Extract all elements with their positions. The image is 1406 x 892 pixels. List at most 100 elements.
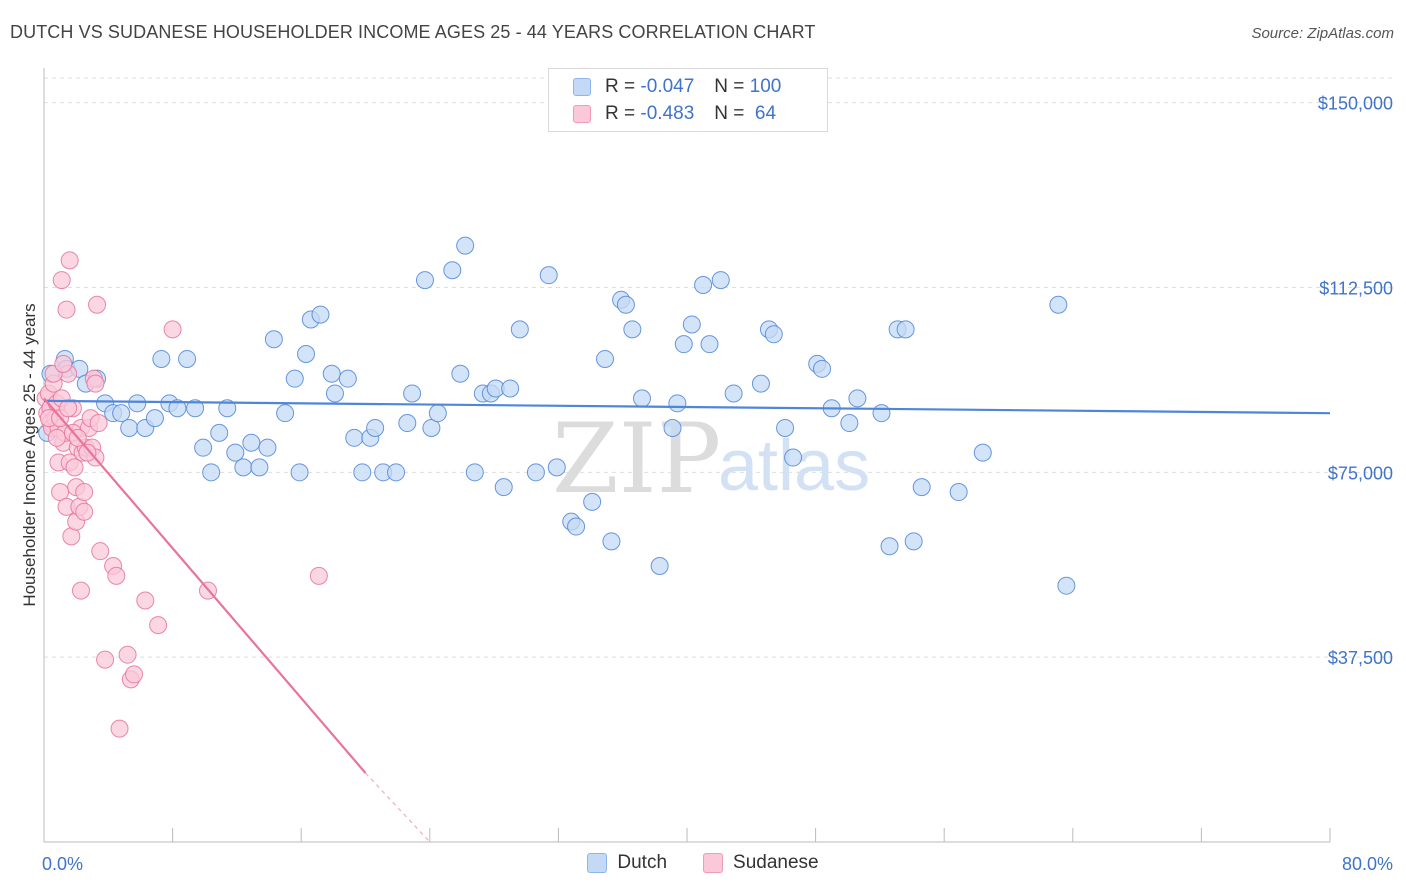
dutch-point: [751, 374, 770, 393]
sudanese-swatch: [573, 105, 591, 123]
dutch-point: [218, 399, 237, 418]
dutch-point: [602, 532, 621, 551]
dutch-point: [616, 295, 635, 314]
legend-n-value: 100: [749, 76, 782, 97]
sudanese-point: [86, 374, 105, 393]
y-tick-label: $112,500: [1319, 278, 1393, 298]
dutch-point: [234, 458, 253, 477]
dutch-point: [325, 384, 344, 403]
dutch-point: [194, 438, 213, 457]
dutch-point: [682, 315, 701, 334]
sudanese-point: [78, 443, 97, 462]
dutch-point: [297, 345, 316, 364]
dutch-point: [242, 433, 261, 452]
dutch-point: [510, 320, 529, 339]
dutch-point: [904, 532, 923, 551]
dutch-point: [276, 404, 295, 423]
source-label: Source: ZipAtlas.com: [1251, 25, 1394, 42]
sudanese-point: [125, 665, 144, 684]
dutch-point: [210, 423, 229, 442]
dutch-point: [694, 276, 713, 295]
dutch-point: [387, 463, 406, 482]
dutch-point: [443, 261, 462, 280]
dutch-point: [813, 359, 832, 378]
dutch-point: [202, 463, 221, 482]
dutch-point: [650, 556, 669, 575]
dutch-legend-swatch: [587, 853, 608, 873]
legend-n-value: 64: [749, 103, 777, 124]
dutch-point: [632, 389, 651, 408]
sudanese-point: [149, 616, 168, 635]
dutch-point: [663, 418, 682, 437]
dutch-point: [880, 537, 899, 556]
grid-lines: [44, 77, 1394, 658]
legend-item-dutch[interactable]: Dutch: [587, 852, 667, 874]
dutch-point: [896, 320, 915, 339]
dutch-point: [764, 325, 783, 344]
dutch-point: [949, 483, 968, 502]
sudanese-point: [75, 483, 94, 502]
dutch-point: [145, 409, 164, 428]
y-tick-label: $37,500: [1328, 648, 1393, 668]
correlation-legend: R = -0.047 N = 100 R = -0.483 N = 64: [548, 68, 828, 132]
dutch-point: [322, 364, 341, 383]
trend-lines: [43, 397, 1331, 843]
dutch-point: [912, 478, 931, 497]
sudanese-point: [57, 300, 76, 319]
legend-n-label: N =: [714, 76, 745, 97]
dutch-point: [494, 478, 513, 497]
sudanese-point: [136, 591, 155, 610]
dutch-point: [451, 364, 470, 383]
dutch-point: [285, 369, 304, 388]
dutch-point: [700, 335, 719, 354]
dutch-point: [724, 384, 743, 403]
sudanese-point: [88, 295, 107, 314]
sudanese-point: [163, 320, 182, 339]
dutch-point: [840, 414, 859, 433]
dutch-point: [668, 394, 687, 413]
series-legend: Dutch Sudanese: [0, 852, 1406, 874]
y-axis-label: Householder Income Ages 25 - 44 years: [20, 303, 39, 606]
y-tick-label: $75,000: [1328, 463, 1393, 483]
legend-r-label: R =: [605, 76, 636, 97]
dutch-point: [973, 443, 992, 462]
x-tick-label: 0.0%: [42, 854, 83, 874]
chart-title: DUTCH VS SUDANESE HOUSEHOLDER INCOME AGE…: [10, 22, 816, 42]
dutch-point: [128, 394, 147, 413]
dutch-point: [250, 458, 269, 477]
sudanese-point: [52, 271, 71, 290]
dutch-point: [501, 379, 520, 398]
dutch-point: [398, 414, 417, 433]
dutch-point: [526, 463, 545, 482]
dutch-point: [784, 448, 803, 467]
dutch-point: [186, 399, 205, 418]
axes: [43, 68, 1331, 843]
dutch-point: [428, 404, 447, 423]
dutch-point: [674, 335, 693, 354]
x-tick-label: 80.0%: [1342, 854, 1393, 874]
dutch-point: [1049, 295, 1068, 314]
sudanese-point: [107, 566, 126, 585]
sudanese-point: [60, 251, 79, 270]
sudanese-point: [89, 414, 108, 433]
sudanese-point: [309, 566, 328, 585]
dutch-point: [465, 463, 484, 482]
dutch-point: [567, 517, 586, 536]
data-points: [36, 236, 1076, 738]
dutch-point: [290, 463, 309, 482]
dutch-point: [547, 458, 566, 477]
sudanese-legend-swatch: [703, 853, 724, 873]
dutch-point: [596, 349, 615, 368]
legend-r-value: -0.483: [640, 103, 695, 124]
dutch-point: [366, 418, 385, 437]
dutch-point: [345, 428, 364, 447]
dutch-point: [776, 418, 795, 437]
sudanese-legend-label: Sudanese: [733, 852, 819, 873]
dutch-point: [311, 305, 330, 324]
sudanese-point: [110, 719, 129, 738]
legend-item-sudanese[interactable]: Sudanese: [703, 852, 819, 874]
dutch-swatch: [573, 78, 591, 96]
sudanese-point: [65, 458, 84, 477]
sudanese-point: [47, 428, 66, 447]
